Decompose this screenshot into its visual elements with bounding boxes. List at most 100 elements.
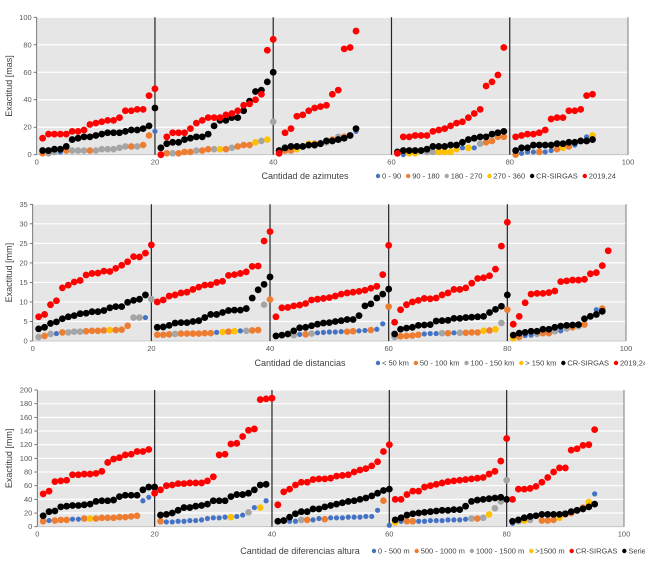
point-cr-sirgas — [323, 137, 330, 145]
point-0-500-m — [439, 517, 445, 524]
point-cr-sirgas — [41, 323, 48, 331]
point-cr-sirgas — [346, 132, 354, 139]
point--50-km — [558, 328, 564, 334]
point-cr-sirgas — [405, 147, 413, 154]
point-2019-24 — [411, 132, 419, 139]
legend-label: > 150 km — [525, 359, 556, 368]
point-2019-24 — [308, 296, 315, 304]
point-cr-sirgas — [328, 137, 336, 145]
x-tick-label: 20 — [150, 530, 158, 539]
y-tick-label: 35 — [19, 200, 27, 209]
point-2019-24 — [204, 114, 212, 122]
point-series5 — [585, 503, 593, 511]
point-series5 — [350, 497, 358, 505]
point--1500-m — [227, 513, 235, 521]
point-90-180 — [240, 141, 247, 149]
point-series5 — [356, 495, 364, 503]
point-50-100-km — [177, 330, 185, 337]
point-cr-sirgas — [527, 327, 535, 335]
point-2019-24 — [551, 287, 559, 295]
point-2019-24 — [287, 125, 295, 132]
point-series5 — [121, 491, 129, 499]
point-500-1000-m — [98, 514, 106, 522]
point-cr-sirgas — [488, 130, 496, 138]
point-series5 — [550, 510, 557, 518]
point-50-100-km — [415, 331, 422, 339]
point-2019-24 — [405, 133, 413, 141]
point-cr-sirgas — [121, 451, 129, 459]
point-100-150-km — [498, 319, 505, 327]
point-cr-sirgas — [592, 311, 600, 318]
point-cr-sirgas — [550, 468, 557, 476]
point-cr-sirgas — [581, 315, 588, 323]
point-cr-sirgas — [441, 143, 449, 150]
point-180-270 — [193, 147, 200, 154]
point-series5 — [380, 487, 387, 494]
point-cr-sirgas — [219, 309, 226, 316]
point-2019-24 — [503, 218, 511, 226]
point-series5 — [80, 501, 88, 509]
point-2019-24 — [447, 122, 455, 130]
point-series5 — [561, 510, 569, 518]
point-500-1000-m — [380, 497, 387, 505]
point-270-360 — [216, 145, 224, 153]
point-2019-24 — [53, 297, 60, 305]
point-2019-24 — [82, 271, 90, 279]
point-2019-24 — [346, 44, 354, 51]
point-1000-1500-m — [491, 504, 499, 512]
point-cr-sirgas — [201, 314, 209, 321]
point-2019-24 — [480, 274, 488, 282]
point-2019-24 — [106, 268, 114, 275]
point-cr-sirgas — [45, 487, 53, 495]
x-tick-label: 100 — [618, 530, 631, 539]
point-2019-24 — [127, 107, 135, 115]
point-2019-24 — [246, 100, 253, 108]
point-2019-24 — [524, 130, 531, 138]
point-90-180 — [488, 137, 496, 145]
point-0-500-m — [386, 522, 392, 528]
point-2019-24 — [302, 300, 310, 307]
point-cr-sirgas — [399, 147, 407, 154]
point-50-100-km — [124, 322, 131, 330]
point-2019-24 — [563, 277, 571, 285]
point-2019-24 — [474, 275, 482, 282]
point-series5 — [274, 517, 282, 525]
point-2019-24 — [414, 296, 422, 304]
point-cr-sirgas — [583, 137, 591, 145]
point-cr-sirgas — [479, 474, 487, 481]
point-cr-sirgas — [209, 473, 217, 481]
point-2019-24 — [367, 284, 375, 292]
point-90-180 — [536, 148, 543, 156]
point-cr-sirgas — [343, 316, 351, 323]
point-cr-sirgas — [74, 134, 82, 142]
point-cr-sirgas — [340, 134, 348, 142]
x-tick-label: 80 — [506, 158, 514, 167]
point-2019-24 — [435, 126, 443, 134]
x-axis-title: Cantidad de azimutes — [261, 171, 349, 181]
y-tick-label: 120 — [20, 440, 33, 449]
point-cr-sirgas — [68, 136, 76, 143]
point-cr-sirgas — [585, 441, 593, 449]
point-cr-sirgas — [104, 129, 112, 137]
point-series5 — [591, 500, 599, 508]
point-0-500-m — [193, 517, 199, 524]
point--150-km — [480, 327, 487, 335]
point-90-180 — [234, 143, 242, 150]
point-series5 — [45, 508, 53, 516]
point-cr-sirgas — [222, 116, 230, 124]
point-cr-sirgas — [192, 479, 200, 487]
legend-marker — [371, 548, 377, 554]
point-cr-sirgas — [215, 451, 223, 459]
point-2019-24 — [252, 96, 259, 104]
point-cr-sirgas — [127, 450, 135, 458]
point-series5 — [215, 497, 223, 505]
point-cr-sirgas — [299, 143, 307, 150]
point-cr-sirgas — [521, 329, 529, 336]
point-2019-24 — [74, 127, 82, 135]
point-cr-sirgas — [541, 141, 549, 149]
point-cr-sirgas — [485, 470, 493, 478]
point-2019-24 — [399, 133, 407, 141]
point-series5 — [473, 496, 481, 504]
point-cr-sirgas — [569, 321, 577, 329]
legend-marker — [519, 360, 524, 366]
